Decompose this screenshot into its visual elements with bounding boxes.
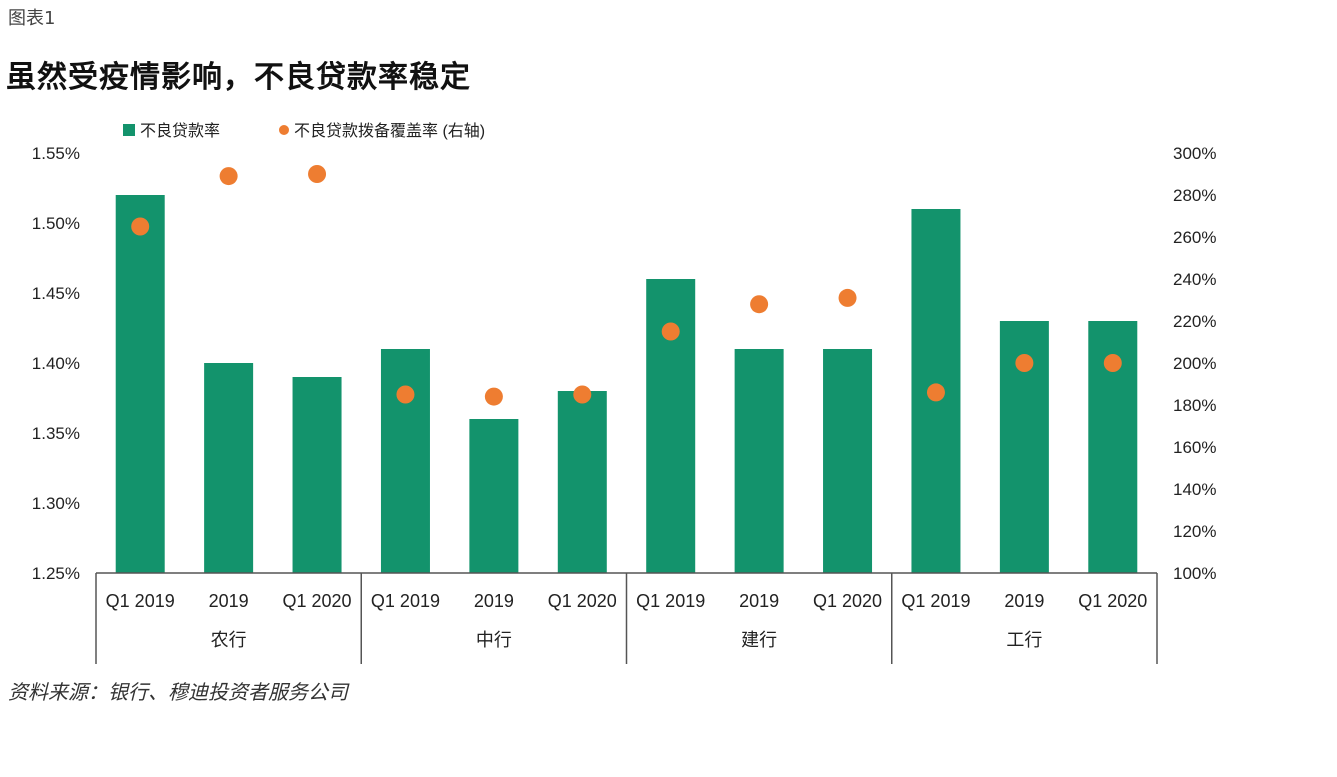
y-right-tick-label: 240% [1173, 270, 1216, 289]
y-right-tick-label: 160% [1173, 438, 1216, 457]
coverage-point [750, 295, 769, 314]
x-tick-label: 2019 [1004, 591, 1044, 611]
group-label: 建行 [741, 630, 777, 650]
bar [115, 195, 165, 573]
x-tick-label: Q1 2020 [283, 591, 352, 611]
coverage-point [838, 288, 857, 307]
x-tick-label: Q1 2019 [636, 591, 705, 611]
coverage-point [131, 217, 150, 236]
y-right-tick-label: 120% [1173, 522, 1216, 541]
y-left-tick-label: 1.55% [32, 144, 80, 163]
coverage-point [1103, 354, 1122, 372]
legend-dot-swatch [279, 125, 289, 135]
y-right-tick-label: 220% [1173, 312, 1216, 331]
x-tick-label: Q1 2019 [901, 591, 970, 611]
bar [557, 391, 607, 573]
bar [734, 349, 784, 573]
y-right-tick-label: 280% [1173, 186, 1216, 205]
coverage-point [661, 322, 680, 341]
legend-bar-swatch [123, 124, 135, 136]
y-right-tick-label: 300% [1173, 144, 1216, 163]
bar [380, 349, 430, 573]
y-right-tick-label: 180% [1173, 396, 1216, 415]
coverage-point [926, 383, 945, 402]
coverage-point [573, 385, 592, 404]
x-tick-label: 2019 [739, 591, 779, 611]
y-right-tick-label: 260% [1173, 228, 1216, 247]
coverage-point [219, 167, 238, 186]
x-tick-label: 2019 [474, 591, 514, 611]
group-label: 农行 [211, 630, 247, 650]
group-label: 中行 [476, 630, 512, 650]
y-left-tick-label: 1.30% [32, 494, 80, 513]
x-tick-label: Q1 2020 [548, 591, 617, 611]
y-left-tick-label: 1.40% [32, 354, 80, 373]
coverage-point [484, 387, 503, 406]
y-left-tick-label: 1.50% [32, 214, 80, 233]
bar [204, 363, 254, 573]
y-right-tick-label: 200% [1173, 354, 1216, 373]
bar [469, 419, 519, 573]
y-left-tick-label: 1.35% [32, 424, 80, 443]
y-right-tick-label: 140% [1173, 480, 1216, 499]
figure-label: 图表1 [8, 8, 56, 29]
source-note: 资料来源：银行、穆迪投资者服务公司 [8, 680, 348, 704]
legend-dot-label: 不良贷款拨备覆盖率 (右轴) [294, 122, 485, 140]
y-right-tick-label: 100% [1173, 564, 1216, 583]
legend-bar-label: 不良贷款率 [140, 122, 220, 140]
group-label: 工行 [1006, 630, 1042, 650]
y-left-tick-label: 1.45% [32, 284, 80, 303]
y-left-tick-label: 1.25% [32, 564, 80, 583]
x-tick-label: Q1 2020 [813, 591, 882, 611]
x-tick-label: Q1 2019 [371, 591, 440, 611]
coverage-point [396, 385, 415, 404]
bar [292, 377, 342, 573]
x-tick-label: Q1 2019 [106, 591, 175, 611]
coverage-point [1015, 354, 1034, 372]
x-tick-label: Q1 2020 [1078, 591, 1147, 611]
bar [823, 349, 873, 573]
chart-title: 虽然受疫情影响，不良贷款率稳定 [6, 60, 471, 95]
x-tick-label: 2019 [209, 591, 249, 611]
coverage-point [308, 165, 327, 183]
